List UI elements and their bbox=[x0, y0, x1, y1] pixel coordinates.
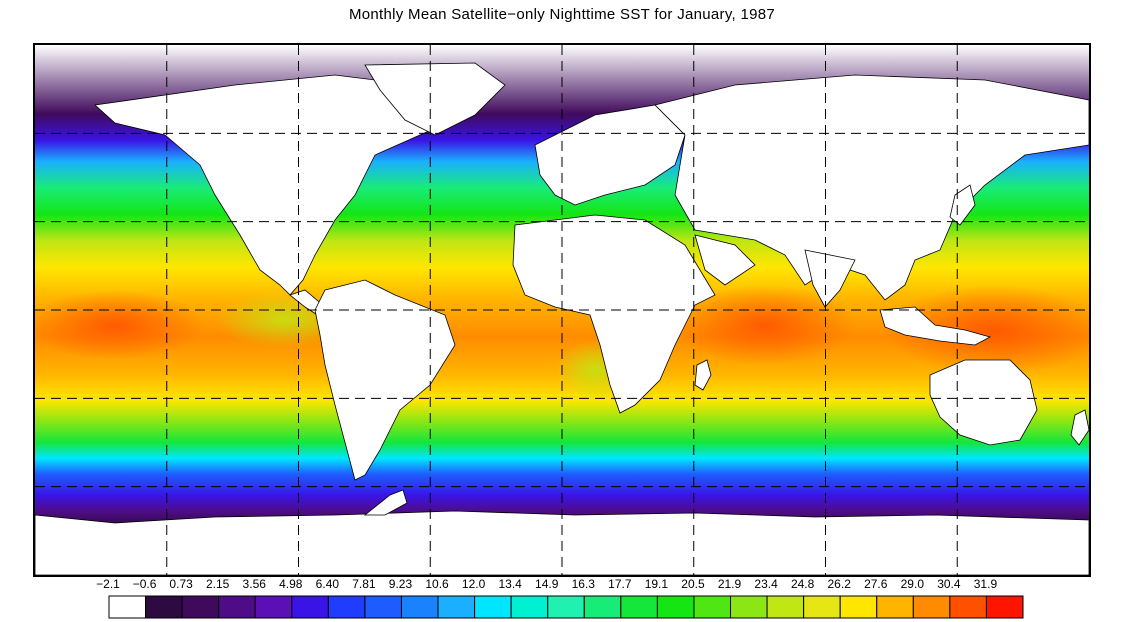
colorbar-tick-label: 7.81 bbox=[352, 577, 376, 591]
colorbar-tick-label: 2.15 bbox=[205, 577, 230, 591]
colorbar-tick-label: 23.4 bbox=[754, 577, 778, 591]
colorbar-swatch bbox=[876, 595, 914, 619]
east-pacific-warm-pool bbox=[35, 290, 205, 360]
colorbar-tick-label: 24.8 bbox=[790, 577, 815, 591]
colorbar-tick-label: 19.1 bbox=[644, 577, 669, 591]
greenland bbox=[364, 62, 506, 136]
colorbar-swatch bbox=[437, 595, 476, 619]
colorbar-swatch bbox=[474, 595, 512, 619]
colorbar-tick-label: 30.4 bbox=[937, 577, 961, 591]
antarctic-peninsula bbox=[363, 489, 408, 516]
africa bbox=[512, 214, 716, 414]
colorbar-swatch bbox=[108, 595, 147, 619]
sst-map bbox=[33, 43, 1091, 577]
colorbar-labels: −2.1 −0.6 0.73 2.15 3.56 4.98 6.40 7.81 9.23 10.6… bbox=[0, 577, 1124, 593]
colorbar-swatch bbox=[547, 595, 585, 619]
colorbar-swatch bbox=[510, 595, 549, 619]
colorbar-tick-label: 20.5 bbox=[681, 577, 705, 591]
colorbar-swatch bbox=[254, 595, 293, 619]
colorbar-tick-label: 29.0 bbox=[900, 577, 924, 591]
asia bbox=[654, 74, 1089, 301]
colorbar-swatch bbox=[730, 595, 768, 619]
colorbar-tick-label: 27.6 bbox=[864, 577, 888, 591]
colorbar-swatch bbox=[181, 595, 220, 619]
colorbar-tick-label: 26.2 bbox=[827, 577, 851, 591]
indian-subcontinent bbox=[804, 249, 856, 308]
colorbar-tick-label: −0.6 bbox=[132, 577, 157, 591]
colorbar-swatch bbox=[693, 595, 732, 619]
colorbar-tick-label: 31.9 bbox=[973, 577, 998, 591]
colorbar-tick-label: 10.6 bbox=[425, 577, 449, 591]
arabian-peninsula bbox=[694, 234, 756, 286]
colorbar-swatch bbox=[912, 595, 951, 619]
colorbar-tick-label: 12.0 bbox=[461, 577, 486, 591]
colorbar-swatch bbox=[839, 595, 878, 619]
colorbar-tick-label: 14.9 bbox=[535, 577, 559, 591]
colorbar bbox=[108, 595, 1024, 619]
colorbar-tick-label: 0.73 bbox=[169, 577, 193, 591]
colorbar-swatch bbox=[949, 595, 987, 619]
sst-map-canvas bbox=[35, 45, 1089, 575]
colorbar-swatch bbox=[364, 595, 402, 619]
colorbar-swatch bbox=[218, 595, 256, 619]
colorbar-swatch bbox=[327, 595, 366, 619]
colorbar-swatch bbox=[803, 595, 841, 619]
japan bbox=[949, 184, 976, 226]
west-pacific-warm-pool bbox=[885, 285, 1089, 375]
colorbar-swatch bbox=[400, 595, 439, 619]
indian-ocean-warm-pool bbox=[675, 285, 855, 365]
new-zealand bbox=[1070, 409, 1089, 446]
colorbar-tick-label: 3.56 bbox=[242, 577, 266, 591]
colorbar-tick-label: 21.9 bbox=[717, 577, 742, 591]
colorbar-swatch bbox=[656, 595, 695, 619]
colorbar-swatch bbox=[766, 595, 805, 619]
colorbar-swatch bbox=[620, 595, 658, 619]
colorbar-swatch bbox=[985, 595, 1024, 619]
colorbar-tick-label: 17.7 bbox=[608, 577, 632, 591]
colorbar-tick-label: 13.4 bbox=[498, 577, 522, 591]
colorbar-tick-label: 6.40 bbox=[315, 577, 340, 591]
graticule bbox=[35, 45, 1089, 575]
colorbar-tick-label: −2.1 bbox=[96, 577, 120, 591]
colorbar-swatch bbox=[145, 595, 183, 619]
madagascar bbox=[694, 359, 712, 391]
colorbar-tick-label: 4.98 bbox=[279, 577, 303, 591]
colorbar-tick-label: 16.3 bbox=[571, 577, 595, 591]
europe bbox=[534, 104, 686, 206]
colorbar-tick-label: 9.23 bbox=[388, 577, 413, 591]
colorbar-swatch bbox=[583, 595, 622, 619]
maritime-continent bbox=[879, 306, 992, 346]
colorbar-swatch bbox=[291, 595, 329, 619]
map-title: Monthly Mean Satellite−only Nighttime SS… bbox=[348, 6, 776, 23]
south-america bbox=[314, 279, 456, 481]
